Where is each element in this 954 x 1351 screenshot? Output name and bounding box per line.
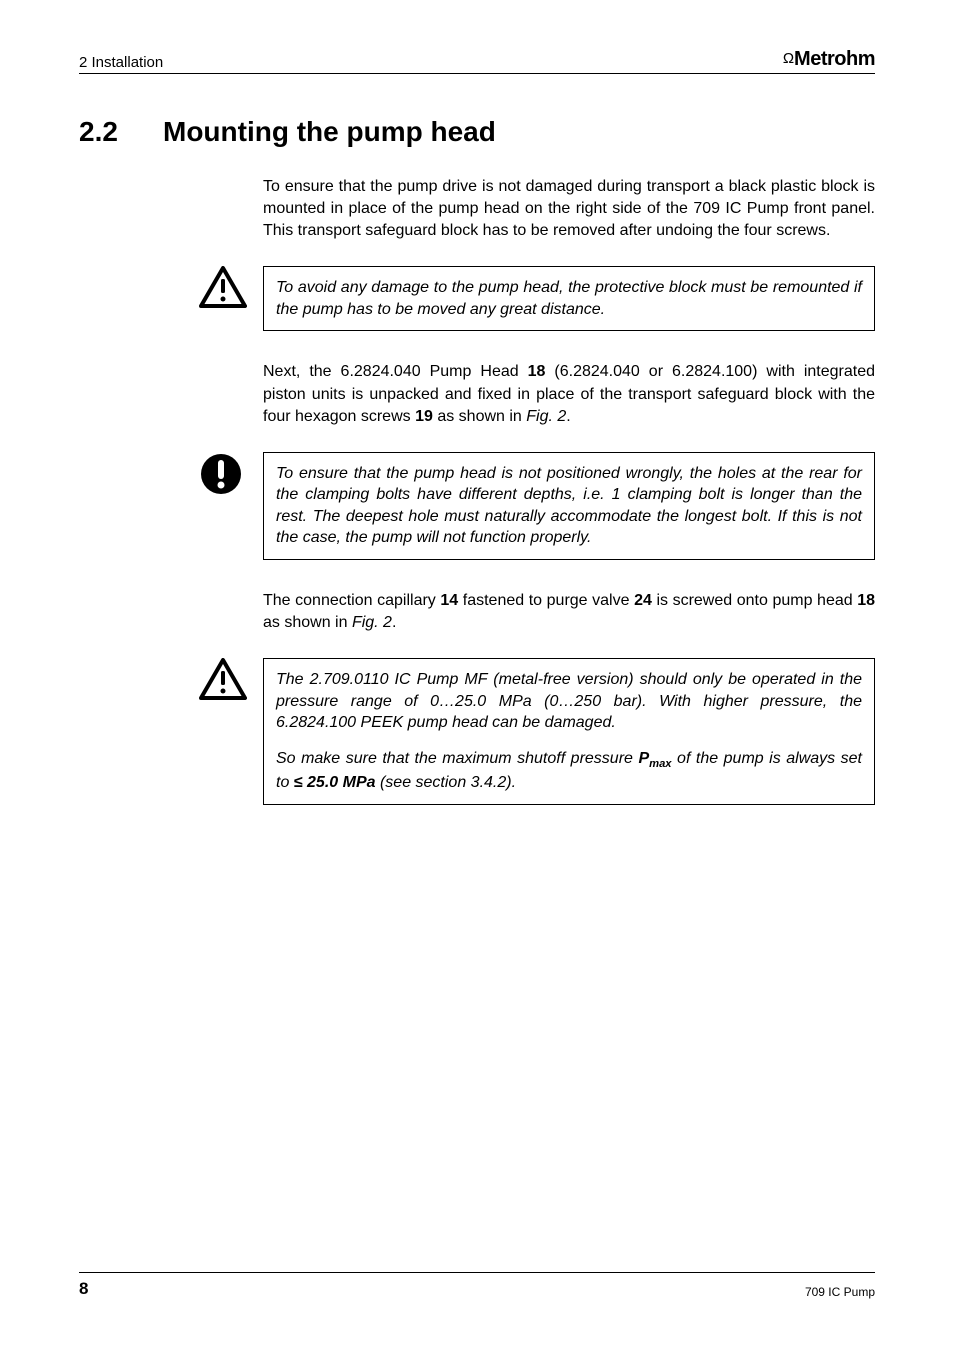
fig-ref: Fig. 2 [352, 614, 392, 631]
callout-box: To ensure that the pump head is not posi… [263, 452, 875, 560]
paragraph-1: To ensure that the pump drive is not dam… [263, 176, 875, 242]
mpa-value: 25.0 MPa [303, 774, 376, 791]
text: as shown in [433, 408, 526, 425]
text: . [392, 614, 396, 631]
ref-18: 18 [857, 592, 875, 609]
section-heading: 2.2 Mounting the pump head [79, 116, 875, 148]
pmax-sub: max [649, 758, 671, 770]
fig-ref: Fig. 2 [526, 408, 566, 425]
callout-text: To avoid any damage to the pump head, th… [276, 277, 862, 320]
brand-logo: ΩMetrohm [783, 48, 875, 71]
text: (see section 3.4.2). [376, 774, 517, 791]
text: So make sure that the maximum shutoff pr… [276, 750, 638, 767]
brand-text: Metrohm [794, 48, 875, 70]
callout-text-a: The 2.709.0110 IC Pump MF (metal-free ve… [276, 669, 862, 734]
text: . [566, 408, 570, 425]
ref-14: 14 [440, 592, 458, 609]
callout-box: To avoid any damage to the pump head, th… [263, 266, 875, 331]
content-column: Next, the 6.2824.040 Pump Head 18 (6.282… [263, 361, 875, 427]
text: fastened to purge valve [458, 592, 634, 609]
text: as shown in [263, 614, 352, 631]
ref-24: 24 [634, 592, 652, 609]
warning-triangle-icon [199, 266, 251, 308]
exclamation-circle-icon [199, 452, 251, 496]
callout-caution-1: To ensure that the pump head is not posi… [199, 452, 875, 560]
paragraph-3: The connection capillary 14 fastened to … [263, 590, 875, 634]
page-number: 8 [79, 1279, 88, 1299]
callout-text: To ensure that the pump head is not posi… [276, 463, 862, 549]
section-number: 2.2 [79, 116, 135, 148]
text: The connection capillary [263, 592, 440, 609]
page-header: 2 Installation ΩMetrohm [79, 48, 875, 74]
brand-ohm-symbol: Ω [783, 50, 794, 67]
page: 2 Installation ΩMetrohm 2.2 Mounting the… [0, 0, 954, 1351]
ref-19: 19 [415, 408, 433, 425]
callout-warning-1: To avoid any damage to the pump head, th… [199, 266, 875, 331]
page-footer: 8 709 IC Pump [79, 1272, 875, 1299]
ref-18: 18 [528, 363, 546, 380]
pmax-symbol: Pmax [638, 750, 671, 767]
text: is screwed onto pump head [652, 592, 857, 609]
paragraph-2: Next, the 6.2824.040 Pump Head 18 (6.282… [263, 361, 875, 427]
header-chapter: 2 Installation [79, 54, 163, 71]
section-title: Mounting the pump head [163, 116, 496, 148]
text: Next, the 6.2824.040 Pump Head [263, 363, 528, 380]
callout-text-b: So make sure that the maximum shutoff pr… [276, 748, 862, 794]
callout-box: The 2.709.0110 IC Pump MF (metal-free ve… [263, 658, 875, 805]
doc-title: 709 IC Pump [805, 1285, 875, 1299]
footer-line: 8 709 IC Pump [79, 1272, 875, 1299]
callout-warning-2: The 2.709.0110 IC Pump MF (metal-free ve… [199, 658, 875, 805]
limit-value: ≤ 25.0 MPa [294, 774, 376, 791]
pmax-p: P [638, 750, 649, 767]
warning-triangle-icon [199, 658, 251, 700]
content-column: To ensure that the pump drive is not dam… [263, 176, 875, 242]
content-column: The connection capillary 14 fastened to … [263, 590, 875, 634]
leq-symbol: ≤ [294, 774, 303, 791]
